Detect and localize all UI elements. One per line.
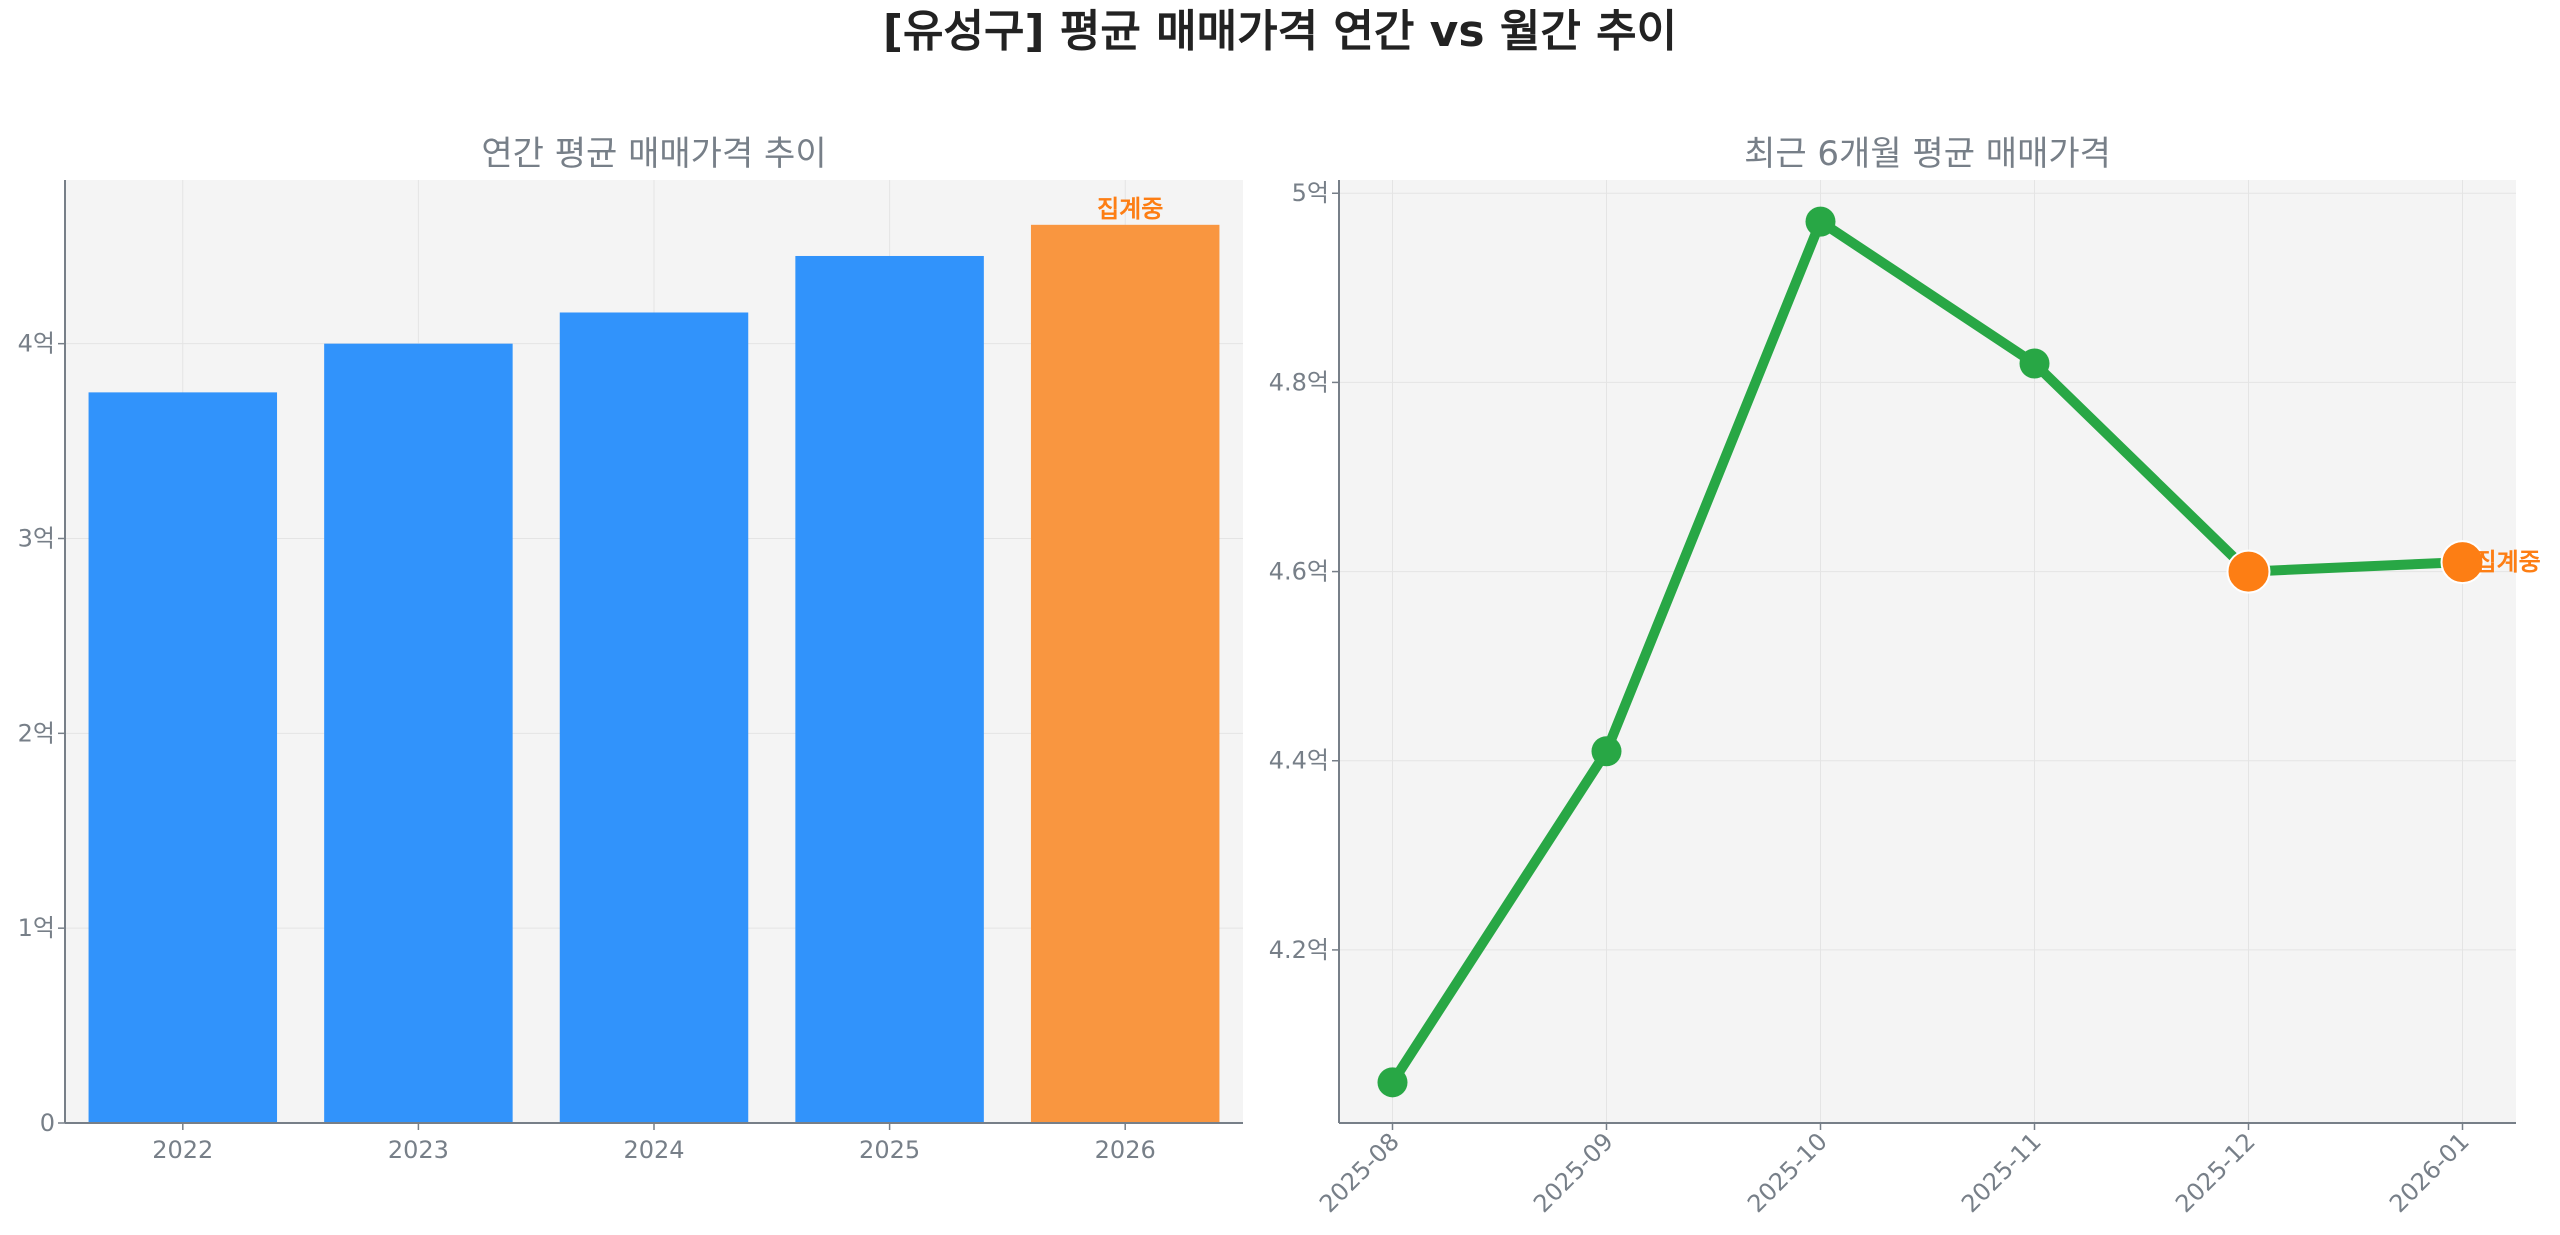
x-tick-label: 2025-12 (2170, 1127, 2261, 1218)
data-point-2026-01 (2440, 540, 2485, 585)
y-tick-label: 3억 (18, 524, 55, 552)
x-tick-label: 2025 (859, 1136, 920, 1164)
y-tick-label: 0 (40, 1109, 55, 1137)
chart-title: 연간 평균 매매가격 추이 (481, 134, 826, 174)
plot-area (1339, 180, 2516, 1123)
x-tick-label: 2025-10 (1742, 1127, 1833, 1218)
bar-2024 (559, 312, 749, 1123)
x-tick-label: 2023 (388, 1136, 449, 1164)
x-tick-label: 2024 (623, 1136, 684, 1164)
bar-2026 (1030, 224, 1220, 1123)
y-tick-label: 4억 (18, 330, 55, 358)
chart-title: 최근 6개월 평균 매매가격 (1744, 134, 2111, 174)
y-tick-label: 5억 (1292, 179, 1329, 207)
annotation-label: 집계중 (2475, 548, 2541, 576)
bar-2022 (88, 392, 278, 1123)
x-tick-label: 2026 (1095, 1136, 1156, 1164)
bar-2025 (795, 255, 984, 1123)
x-tick-label: 2025-09 (1528, 1127, 1619, 1218)
monthly-line-chart: 최근 6개월 평균 매매가격 4.2억 4.4억 4.6억 4.8억 5억 2025-08 2… (1269, 134, 2541, 1218)
data-point-2025-12 (2226, 549, 2271, 594)
y-tick-label: 4.8억 (1269, 368, 1329, 396)
x-tick-label: 2022 (152, 1136, 213, 1164)
series-line (1388, 216, 2463, 1086)
y-tick-label: 4.2억 (1269, 936, 1329, 964)
data-point-2025-09 (1591, 736, 1622, 767)
y-tick-label: 1억 (18, 914, 55, 942)
annual-bar-chart: 연간 평균 매매가격 추이 0 1억 2억 3억 4억 2022 2023 2024 2025 20… (18, 134, 1243, 1164)
y-tick-label: 4.4억 (1269, 747, 1329, 775)
annotation-label: 집계중 (1097, 195, 1163, 223)
figure-title: [유성구] 평균 매매가격 연간 vs 월간 추이 (883, 6, 1677, 57)
y-tick-label: 2억 (18, 719, 55, 747)
x-tick-label: 2025-08 (1314, 1127, 1405, 1218)
bar-2023 (324, 343, 513, 1124)
data-point-2025-08 (1377, 1067, 1408, 1098)
data-point-2025-11 (2019, 348, 2050, 379)
x-tick-label: 2026-01 (2384, 1127, 2475, 1218)
y-tick-label: 4.6억 (1269, 558, 1329, 586)
data-point-2025-10 (1805, 206, 1836, 237)
x-tick-label: 2025-11 (1956, 1127, 2047, 1218)
